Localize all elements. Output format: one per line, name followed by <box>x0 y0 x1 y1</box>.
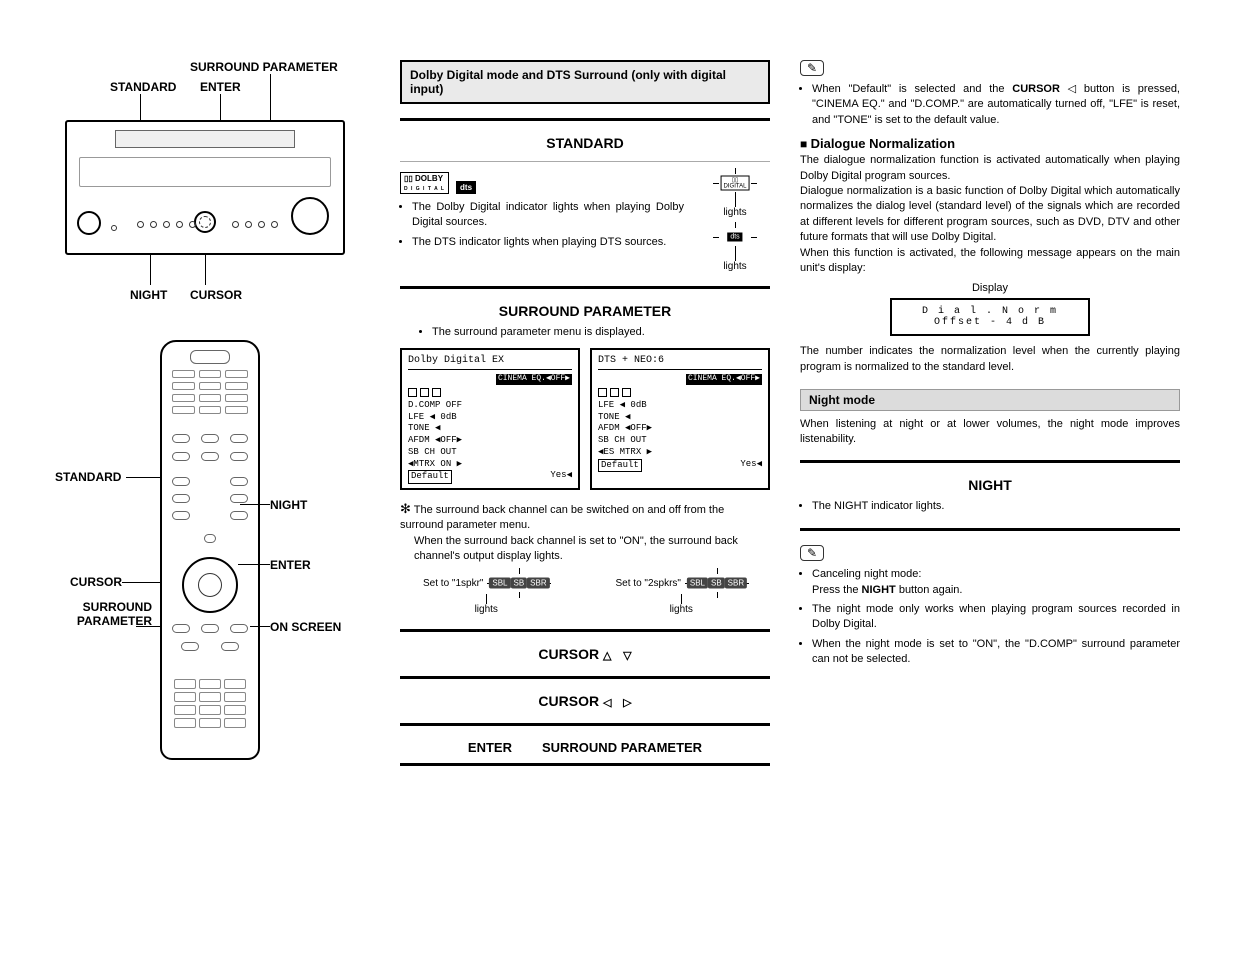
remote-label-cursor: CURSOR <box>70 575 122 589</box>
dolby-digital-light-icon: ▯▯ DIGITAL <box>715 172 755 194</box>
receiver-label-standard: STANDARD <box>110 80 176 94</box>
remote-label-standard: STANDARD <box>55 470 121 484</box>
remote-label-sp-line1: SURROUND <box>83 600 152 614</box>
dlg-p4: The number indicates the normalization l… <box>800 344 1180 375</box>
right-column: ✎ When "Default" is selected and the CUR… <box>800 60 1180 780</box>
remote-dpad <box>182 557 238 613</box>
set-2spkrs-label: Set to "2spkrs" <box>616 578 681 589</box>
set-1spkr-label: Set to "1spkr" <box>423 578 483 589</box>
dts-light-icon: dts <box>715 226 755 248</box>
asterisk-icon: ✻ <box>400 501 411 516</box>
remote-label-surround-parameter: SURROUND PARAMETER <box>52 600 152 628</box>
receiver-label-night: NIGHT <box>130 288 167 302</box>
mode-title-box: Dolby Digital mode and DTS Surround (onl… <box>400 60 770 104</box>
display-line2: Offset - 4 d B <box>892 317 1088 328</box>
dialogue-heading: Dialogue Normalization <box>800 136 1180 151</box>
page-root: SURROUND PARAMETER STANDARD ENTER NIGHT <box>40 60 1197 780</box>
surround-parameter-label: SURROUND PARAMETER <box>542 740 702 755</box>
remote-label-night: NIGHT <box>270 498 307 512</box>
night-mode-bar: Night mode <box>800 389 1180 411</box>
enter-label: ENTER <box>468 740 512 755</box>
night-p1: When listening at night or at lower volu… <box>800 417 1180 448</box>
surround-bullet: The surround parameter menu is displayed… <box>432 325 770 340</box>
dts-logo: dts <box>456 181 476 194</box>
receiver-label-cursor: CURSOR <box>190 288 242 302</box>
lights-label-4: lights <box>616 604 747 615</box>
display-line1: D i a l . N o r m <box>892 306 1088 317</box>
lights-indicators: ▯▯ DIGITAL lights dts lights <box>700 172 770 272</box>
night-bullet: The NIGHT indicator lights. <box>812 499 1180 514</box>
note-icon-2: ✎ <box>800 545 824 561</box>
standard-bullet-1: The Dolby Digital indicator lights when … <box>412 200 684 231</box>
night-note-2: The night mode only works when playing p… <box>812 602 1180 633</box>
display-box: D i a l . N o r m Offset - 4 d B <box>890 298 1090 336</box>
remote-diagram: STANDARD CURSOR SURROUND PARAMETER NIGHT… <box>40 340 370 780</box>
sb-note: ✻ The surround back channel can be switc… <box>400 500 770 565</box>
receiver-diagram: SURROUND PARAMETER STANDARD ENTER NIGHT <box>40 60 370 320</box>
cursor-lr-step: CURSOR ◁ ▷ <box>400 693 770 709</box>
lights-label-1: lights <box>700 207 770 218</box>
receiver-label-surround-parameter: SURROUND PARAMETER <box>190 60 338 74</box>
lights-label-2: lights <box>700 261 770 272</box>
middle-column: Dolby Digital mode and DTS Surround (onl… <box>400 60 770 780</box>
lcd-screens: Dolby Digital EX CINEMA EQ.◀OFF▶ D.COMP … <box>400 348 770 490</box>
dlg-p2: Dialogue normalization is a basic functi… <box>800 184 1180 246</box>
standard-bullet-2: The DTS indicator lights when playing DT… <box>412 235 684 250</box>
remote-label-on-screen: ON SCREEN <box>270 620 341 634</box>
default-note: When "Default" is selected and the CURSO… <box>812 82 1180 128</box>
receiver-body <box>65 120 345 255</box>
dolby-logo: ▯▯ DOLBYD I G I T A L <box>400 172 449 194</box>
sb-light-2spkrs-icon: SBLSBSBR <box>687 572 747 594</box>
dlg-p1: The dialogue normalization function is a… <box>800 153 1180 184</box>
sb-note-line1: The surround back channel can be switche… <box>400 504 724 531</box>
receiver-label-enter: ENTER <box>200 80 241 94</box>
night-step-title: NIGHT <box>800 477 1180 493</box>
dlg-p3: When this function is activated, the fol… <box>800 246 1180 277</box>
night-note-1: Canceling night mode:Press the NIGHT but… <box>812 567 1180 598</box>
remote-body <box>160 340 260 760</box>
lights-label-3: lights <box>423 604 549 615</box>
lcd-dts: DTS + NEO:6 CINEMA EQ.◀OFF▶ LFE ◀ 0dB TO… <box>590 348 770 490</box>
remote-label-enter: ENTER <box>270 558 311 572</box>
cursor-ud-step: CURSOR △ ▽ <box>400 646 770 662</box>
left-column: SURROUND PARAMETER STANDARD ENTER NIGHT <box>40 60 370 780</box>
lcd-dolby: Dolby Digital EX CINEMA EQ.◀OFF▶ D.COMP … <box>400 348 580 490</box>
display-caption: Display <box>800 282 1180 294</box>
step-surround-title: SURROUND PARAMETER <box>400 303 770 319</box>
step-standard-title: STANDARD <box>400 135 770 151</box>
enter-step: ENTER SURROUND PARAMETER <box>400 740 770 755</box>
sb-light-1spkr-icon: SBLSBSBR <box>489 572 549 594</box>
night-note-3: When the night mode is set to "ON", the … <box>812 637 1180 668</box>
sb-note-line2: When the surround back channel is set to… <box>414 534 770 565</box>
speaker-set-lights: Set to "1spkr" SBLSBSBR lights Set to "2… <box>400 572 770 615</box>
note-icon: ✎ <box>800 60 824 76</box>
standard-step-content: ▯▯ DOLBYD I G I T A L dts The Dolby Digi… <box>400 172 770 272</box>
